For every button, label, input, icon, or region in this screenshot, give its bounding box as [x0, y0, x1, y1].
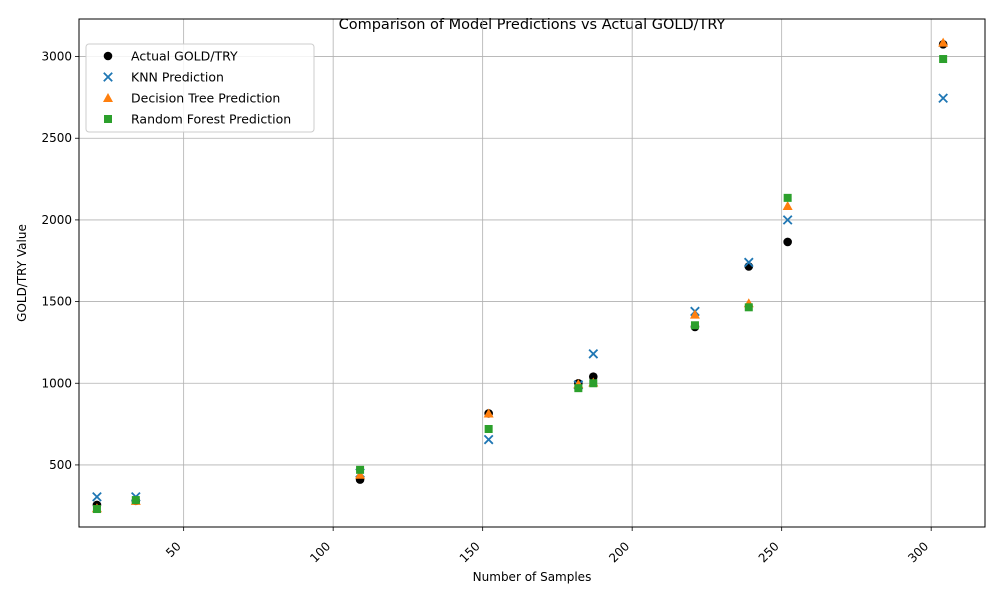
- data-point-knn-prediction: [483, 434, 494, 445]
- data-point-knn-prediction: [743, 257, 754, 268]
- data-point-actual-gold-try: [588, 372, 598, 382]
- data-point-actual-gold-try: [783, 237, 792, 247]
- y-tick-label: 1000: [41, 376, 72, 390]
- data-point-knn-prediction: [92, 491, 102, 502]
- legend-label: Random Forest Prediction: [131, 112, 291, 127]
- y-tick-label: 2500: [41, 131, 72, 145]
- data-point-random-forest-prediction: [356, 465, 365, 474]
- data-point-knn-prediction: [588, 349, 599, 359]
- legend-marker-decision-tree-prediction: [103, 93, 113, 102]
- data-point-decision-tree-prediction: [689, 309, 700, 319]
- data-point-random-forest-prediction: [744, 303, 753, 312]
- data-point-random-forest-prediction: [92, 505, 101, 514]
- data-point-random-forest-prediction: [589, 379, 598, 388]
- legend-label: Actual GOLD/TRY: [131, 49, 238, 64]
- y-tick-label: 2000: [41, 213, 72, 227]
- data-point-random-forest-prediction: [574, 384, 583, 393]
- legend-frame: [85, 43, 315, 133]
- legend-marker-actual-gold-try: [103, 51, 113, 61]
- chart-title: Comparison of Model Predictions vs Actua…: [339, 17, 726, 33]
- legend-label: Decision Tree Prediction: [131, 91, 280, 106]
- y-tick-label: 1500: [41, 295, 72, 309]
- data-point-decision-tree-prediction: [782, 201, 793, 211]
- data-point-random-forest-prediction: [484, 424, 493, 433]
- data-point-random-forest-prediction: [783, 193, 792, 202]
- x-axis-label: Number of Samples: [473, 570, 592, 584]
- data-point-decision-tree-prediction: [483, 408, 494, 418]
- data-point-random-forest-prediction: [131, 496, 140, 505]
- grid-lines: [79, 19, 985, 527]
- series-random-forest-prediction: [92, 55, 948, 514]
- legend: Actual GOLD/TRY KNN Prediction Decision Tr…: [85, 43, 315, 133]
- y-axis-ticks: 500 1000 1500 2000 2500 3000: [41, 50, 79, 472]
- y-axis-label: GOLD/TRY Value: [15, 224, 29, 322]
- data-point-random-forest-prediction: [690, 321, 699, 330]
- y-tick-label: 3000: [41, 50, 72, 64]
- data-points: [91, 37, 949, 514]
- legend-marker-knn-prediction: [103, 72, 113, 82]
- data-point-knn-prediction: [782, 215, 793, 225]
- legend-label: KNN Prediction: [131, 70, 224, 85]
- data-point-decision-tree-prediction: [355, 469, 366, 479]
- data-point-random-forest-prediction: [939, 55, 948, 64]
- data-point-knn-prediction: [938, 93, 948, 104]
- data-point-decision-tree-prediction: [938, 37, 949, 47]
- legend-marker-random-forest-prediction: [104, 115, 112, 123]
- y-tick-label: 500: [49, 458, 72, 472]
- plot-frame: [78, 18, 986, 528]
